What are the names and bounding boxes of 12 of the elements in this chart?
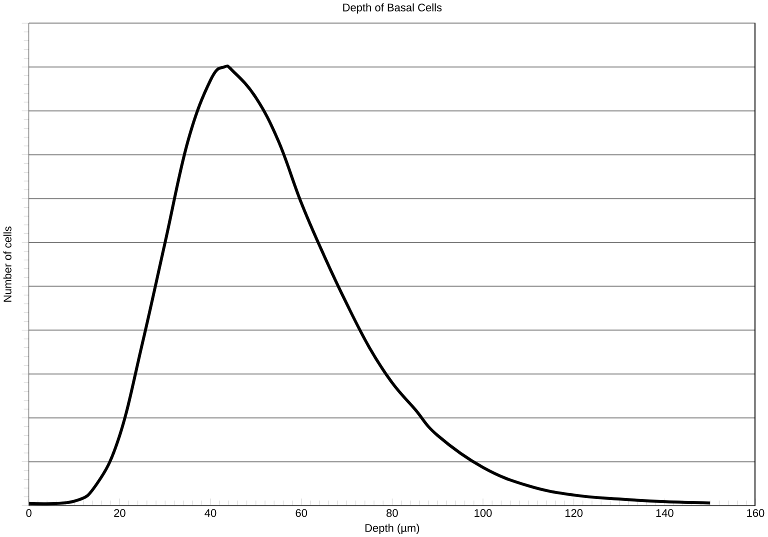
- x-tick-label: 120: [565, 508, 583, 517]
- x-tick-label: 140: [656, 508, 674, 517]
- x-tick-label: 160: [747, 508, 764, 517]
- x-tick-label: 0: [26, 508, 32, 517]
- x-tick-label: 40: [204, 508, 216, 517]
- x-axis-title: Depth (µm): [365, 524, 420, 534]
- x-tick-label: 100: [474, 508, 492, 517]
- chart-title: Depth of Basal Cells: [343, 3, 442, 14]
- y-axis-title: Number of cells: [3, 226, 12, 302]
- x-tick-label: 60: [296, 508, 308, 517]
- x-tick-label: 80: [386, 508, 398, 517]
- x-tick-label: 20: [114, 508, 126, 517]
